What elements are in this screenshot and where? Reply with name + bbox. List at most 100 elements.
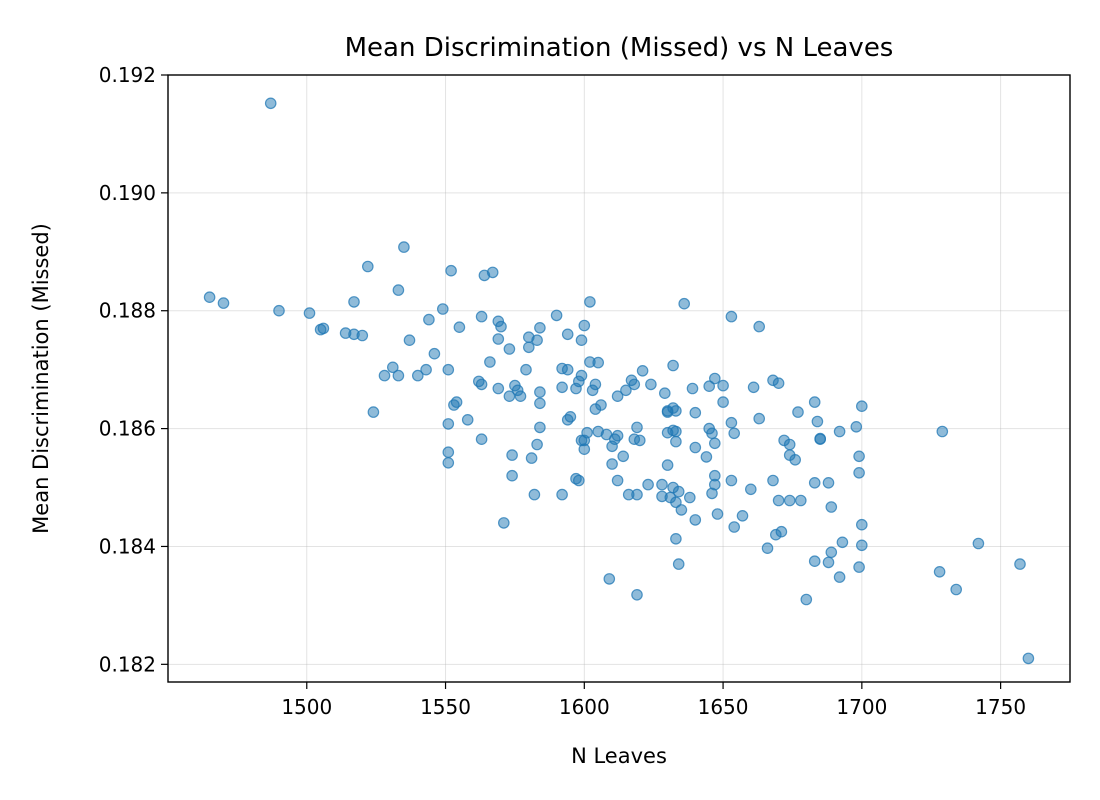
data-point xyxy=(833,425,846,438)
data-point xyxy=(667,359,679,372)
data-point xyxy=(783,494,796,507)
data-point xyxy=(628,378,641,391)
data-point xyxy=(772,494,785,507)
data-point xyxy=(273,304,285,317)
data-point xyxy=(706,427,718,440)
x-tick-label: 1700 xyxy=(836,695,887,719)
data-point xyxy=(689,406,702,419)
y-axis-label: Mean Discrimination (Missed) xyxy=(29,223,53,534)
data-point xyxy=(822,556,835,569)
x-axis-label: N Leaves xyxy=(571,744,667,768)
data-point xyxy=(503,343,516,355)
data-point xyxy=(683,491,696,504)
data-point xyxy=(775,525,788,538)
y-tick-label: 0.190 xyxy=(99,181,156,205)
data-point xyxy=(303,307,316,319)
data-point xyxy=(520,363,532,376)
data-point xyxy=(670,425,682,438)
data-point xyxy=(436,303,449,315)
data-point xyxy=(525,452,538,464)
data-point xyxy=(461,413,474,426)
data-point xyxy=(442,456,455,469)
data-point xyxy=(445,264,457,277)
data-point xyxy=(514,390,527,402)
data-point xyxy=(453,321,466,333)
data-point xyxy=(484,356,496,368)
data-point xyxy=(475,433,488,445)
data-point xyxy=(789,453,801,466)
data-point xyxy=(792,406,804,418)
data-point xyxy=(606,458,618,470)
data-point xyxy=(703,380,715,392)
y-tick-label: 0.186 xyxy=(99,417,156,441)
axis-ticks: 1500 1550 1600 1650 1700 1750 0.182 0.184 0.186 0… xyxy=(99,63,1026,719)
chart-title: Mean Discrimination (Missed) vs N Leaves xyxy=(345,33,894,63)
data-point xyxy=(631,488,643,501)
data-point xyxy=(670,405,682,417)
data-point xyxy=(442,446,455,458)
data-point xyxy=(836,536,849,549)
data-point xyxy=(361,260,374,273)
data-point xyxy=(392,369,405,382)
data-point xyxy=(853,466,865,479)
data-point xyxy=(561,328,574,341)
data-point xyxy=(592,356,604,369)
data-point xyxy=(1022,652,1035,665)
data-point xyxy=(420,363,432,376)
data-point xyxy=(855,539,868,552)
data-point xyxy=(356,329,369,342)
y-tick-label: 0.192 xyxy=(99,63,156,87)
data-point xyxy=(708,437,721,450)
data-point xyxy=(808,476,821,489)
data-point xyxy=(725,416,738,429)
data-point xyxy=(423,313,435,326)
data-point xyxy=(825,501,838,513)
data-point xyxy=(725,474,738,487)
x-tick-label: 1650 xyxy=(698,695,749,719)
data-point xyxy=(531,438,543,451)
data-point xyxy=(522,341,535,354)
data-point xyxy=(853,561,865,573)
data-point xyxy=(811,415,824,428)
x-tick-label: 1500 xyxy=(281,695,332,719)
data-point xyxy=(378,369,391,382)
data-point xyxy=(561,363,574,376)
data-point xyxy=(403,334,416,346)
data-point xyxy=(700,451,713,463)
data-point xyxy=(264,97,277,110)
data-point xyxy=(794,494,807,507)
data-point xyxy=(631,421,643,434)
data-point xyxy=(761,542,774,554)
data-point xyxy=(808,396,821,408)
data-point xyxy=(486,266,499,279)
data-point xyxy=(689,514,702,526)
data-point xyxy=(753,320,765,333)
data-point xyxy=(492,333,505,345)
x-tick-label: 1550 xyxy=(420,695,471,719)
data-points xyxy=(203,97,1035,665)
y-tick-label: 0.188 xyxy=(99,299,156,323)
data-point xyxy=(717,396,729,408)
data-point xyxy=(528,488,541,501)
data-point xyxy=(584,296,596,308)
data-point xyxy=(475,378,488,391)
data-point xyxy=(506,449,518,461)
data-point xyxy=(658,387,671,399)
data-point xyxy=(203,291,216,303)
data-point xyxy=(442,363,455,376)
data-point xyxy=(772,377,785,389)
data-point xyxy=(603,573,616,585)
data-point xyxy=(670,435,682,448)
data-point xyxy=(708,372,721,385)
data-point xyxy=(497,517,510,529)
data-point xyxy=(556,381,568,394)
data-point xyxy=(855,518,868,531)
data-point xyxy=(642,478,654,491)
data-point xyxy=(398,241,410,253)
data-point xyxy=(620,384,632,397)
data-point xyxy=(367,406,380,418)
data-point xyxy=(503,390,516,402)
data-point xyxy=(744,483,757,496)
data-point xyxy=(631,588,643,601)
